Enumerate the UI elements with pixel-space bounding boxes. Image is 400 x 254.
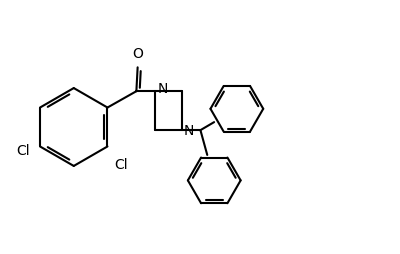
Text: N: N (157, 82, 168, 96)
Text: N: N (184, 124, 194, 138)
Text: O: O (132, 47, 143, 61)
Text: Cl: Cl (114, 158, 127, 172)
Text: Cl: Cl (16, 145, 30, 158)
